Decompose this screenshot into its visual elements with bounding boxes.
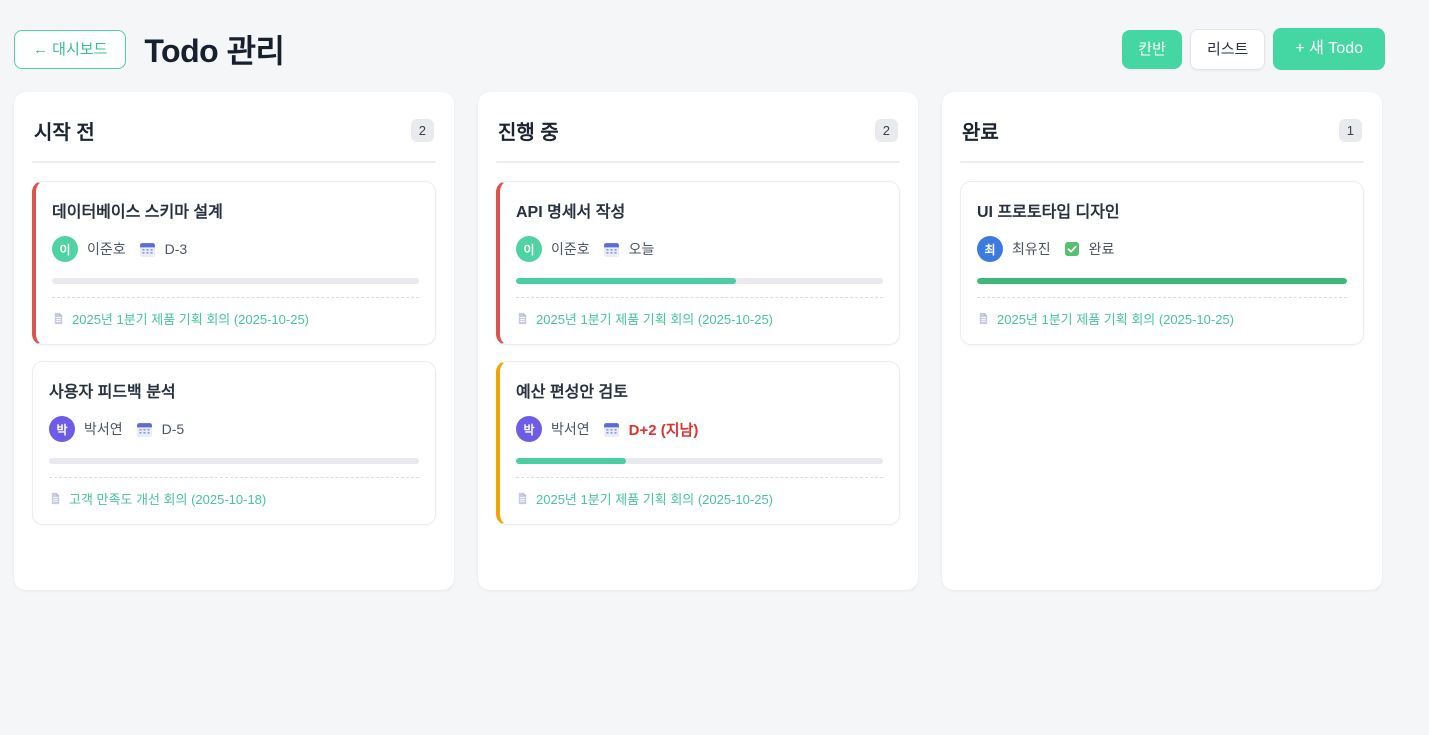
progress-bar: [516, 458, 883, 464]
assignee-name: 박서연: [84, 421, 123, 437]
status-label: 완료: [1088, 241, 1115, 257]
todo-title: 사용자 피드백 분석: [49, 384, 176, 401]
column-divider: [960, 161, 1364, 163]
todo-meta: 최 최유진 완료: [977, 236, 1347, 262]
document-icon: [977, 312, 990, 325]
progress-bar: [516, 278, 883, 284]
column-title: 시작 전: [34, 122, 95, 144]
kanban-view-button[interactable]: 칸반: [1122, 29, 1182, 69]
todo-card[interactable]: 예산 편성안 검토 박 박서연 D+2 (지남) 2025년 1분기 제품 기획…: [496, 361, 900, 525]
progress-bar: [49, 458, 419, 464]
column-count-badge: 2: [874, 119, 898, 142]
meeting-link[interactable]: 고객 만족도 개선 회의 (2025-10-18): [49, 489, 419, 508]
due-label: D-3: [164, 241, 188, 257]
kanban-board: 시작 전 2 데이터베이스 스키마 설계 이 이준호 D-3 2025년 1분기…: [0, 92, 1429, 590]
column-header: 시작 전 2: [32, 110, 436, 145]
document-icon: [52, 312, 65, 325]
todo-card[interactable]: 사용자 피드백 분석 박 박서연 D-5 고객 만족도 개선 회의 (2025-…: [32, 361, 436, 525]
due-label-overdue: D+2 (지남): [628, 421, 699, 439]
column-in-progress: 진행 중 2 API 명세서 작성 이 이준호 오늘 2025년 1분기 제품 …: [478, 92, 918, 590]
todo-title: API 명세서 작성: [516, 204, 626, 221]
page-header: ← 대시보드 Todo 관리 칸반 리스트 + 새 Todo: [0, 0, 1429, 92]
new-todo-button[interactable]: + 새 Todo: [1273, 28, 1385, 70]
view-toggle-group: 칸반 리스트 + 새 Todo: [1122, 28, 1385, 70]
document-icon: [516, 312, 529, 325]
todo-meta: 박 박서연 D+2 (지남): [516, 416, 883, 442]
document-icon: [516, 492, 529, 505]
check-icon: [1064, 241, 1080, 257]
card-divider: [52, 297, 419, 298]
todo-card[interactable]: 데이터베이스 스키마 설계 이 이준호 D-3 2025년 1분기 제품 기획 …: [32, 181, 436, 345]
progress-bar: [977, 278, 1347, 284]
meeting-link-label: 2025년 1분기 제품 기획 회의 (2025-10-25): [72, 312, 310, 327]
meeting-link-label: 2025년 1분기 제품 기획 회의 (2025-10-25): [536, 312, 774, 327]
todo-card[interactable]: UI 프로토타입 디자인 최 최유진 완료 2025년 1분기 제품 기획 회의…: [960, 181, 1364, 345]
todo-title: UI 프로토타입 디자인: [977, 204, 1120, 221]
progress-bar: [52, 278, 419, 284]
column-divider: [32, 161, 436, 163]
meeting-link-label: 2025년 1분기 제품 기획 회의 (2025-10-25): [536, 492, 774, 507]
todo-title: 데이터베이스 스키마 설계: [52, 204, 223, 221]
column-count-badge: 2: [410, 119, 434, 142]
calendar-icon: [139, 241, 156, 258]
assignee-name: 이준호: [87, 241, 126, 257]
column-title: 진행 중: [498, 122, 559, 144]
todo-meta: 이 이준호 D-3: [52, 236, 419, 262]
assignee-name: 박서연: [551, 421, 590, 437]
column-header: 완료 1: [960, 110, 1364, 145]
todo-card[interactable]: API 명세서 작성 이 이준호 오늘 2025년 1분기 제품 기획 회의 (…: [496, 181, 900, 345]
column-title: 완료: [962, 122, 999, 144]
due-label: D-5: [161, 421, 185, 437]
progress-fill: [977, 278, 1347, 284]
todo-meta: 이 이준호 오늘: [516, 236, 883, 262]
card-divider: [49, 477, 419, 478]
list-view-button[interactable]: 리스트: [1189, 28, 1266, 70]
assignee-name: 이준호: [551, 241, 590, 257]
todo-title: 예산 편성안 검토: [516, 384, 628, 401]
column-not-started: 시작 전 2 데이터베이스 스키마 설계 이 이준호 D-3 2025년 1분기…: [14, 92, 454, 590]
avatar: 박: [49, 416, 75, 442]
todo-meta: 박 박서연 D-5: [49, 416, 419, 442]
meeting-link[interactable]: 2025년 1분기 제품 기획 회의 (2025-10-25): [516, 489, 883, 508]
page-title: Todo 관리: [144, 33, 285, 69]
avatar: 박: [516, 416, 542, 442]
calendar-icon: [603, 241, 620, 258]
meeting-link[interactable]: 2025년 1분기 제품 기획 회의 (2025-10-25): [516, 309, 883, 328]
avatar: 최: [977, 236, 1003, 262]
column-count-badge: 1: [1338, 119, 1362, 142]
assignee-name: 최유진: [1012, 241, 1051, 257]
avatar: 이: [516, 236, 542, 262]
document-icon: [49, 492, 62, 505]
calendar-icon: [603, 421, 620, 438]
progress-fill: [516, 278, 737, 284]
meeting-link-label: 고객 만족도 개선 회의 (2025-10-18): [69, 492, 267, 507]
meeting-link[interactable]: 2025년 1분기 제품 기획 회의 (2025-10-25): [977, 309, 1347, 328]
meeting-link-label: 2025년 1분기 제품 기획 회의 (2025-10-25): [997, 312, 1235, 327]
column-done: 완료 1 UI 프로토타입 디자인 최 최유진 완료 2025년 1분기 제품 …: [942, 92, 1382, 590]
column-divider: [496, 161, 900, 163]
card-divider: [516, 297, 883, 298]
meeting-link[interactable]: 2025년 1분기 제품 기획 회의 (2025-10-25): [52, 309, 419, 328]
column-header: 진행 중 2: [496, 110, 900, 145]
avatar: 이: [52, 236, 78, 262]
card-divider: [516, 477, 883, 478]
progress-fill: [516, 458, 627, 464]
calendar-icon: [136, 421, 153, 438]
due-label: 오늘: [628, 241, 655, 257]
back-to-dashboard-button[interactable]: ← 대시보드: [14, 29, 127, 69]
card-divider: [977, 297, 1347, 298]
